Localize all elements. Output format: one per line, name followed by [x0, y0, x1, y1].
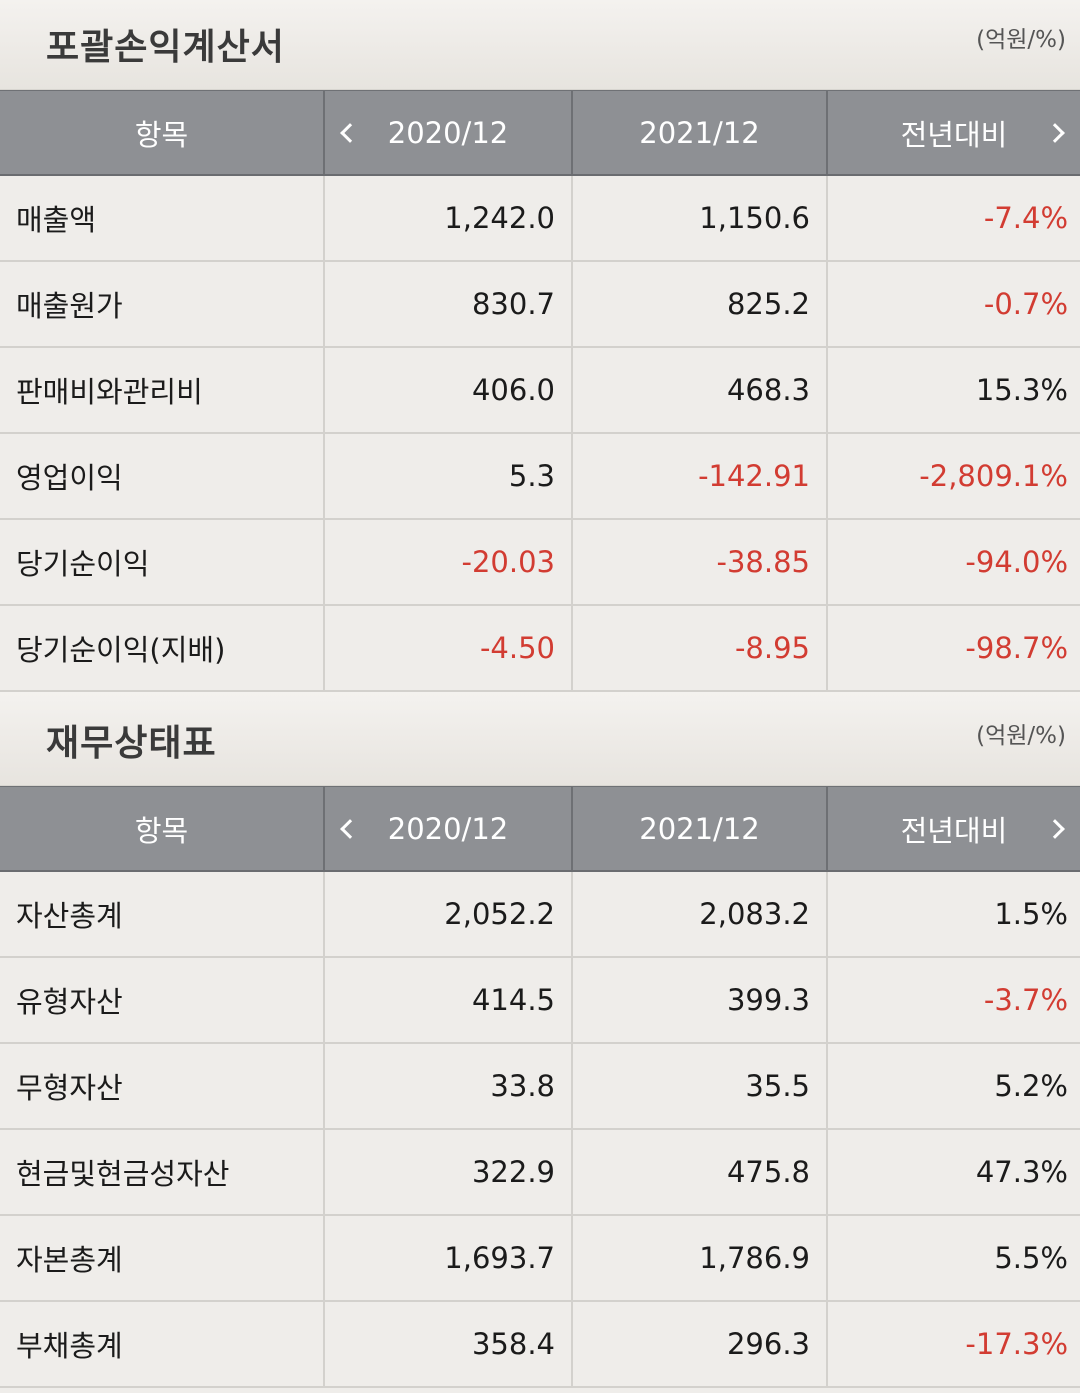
value-yoy: -2,809.1% [919, 459, 1068, 493]
value-2020: -20.03 [325, 520, 573, 604]
header-yoy-label: 전년대비 [900, 813, 1008, 848]
table-row[interactable]: 자본총계 1,693.7 1,786.9 5.5% [0, 1216, 1080, 1302]
table-row[interactable]: 매출원가 830.7 825.2 -0.7% [0, 262, 1080, 348]
table-row[interactable]: 매출액 1,242.0 1,150.6 -7.4% [0, 176, 1080, 262]
header-period-1: 2020/12 [325, 787, 573, 870]
header-period-2: 2021/12 [573, 787, 828, 870]
value-2021: 399.3 [573, 958, 828, 1042]
table-body: 매출액 1,242.0 1,150.6 -7.4% 매출원가 830.7 825.2 -0.7… [0, 176, 1080, 692]
header-yoy: 전년대비 [828, 787, 1080, 870]
row-label: 자산총계 [0, 872, 325, 956]
header-yoy: 전년대비 [828, 91, 1080, 174]
table-row[interactable]: 당기순이익 -20.03 -38.85 -94.0% [0, 520, 1080, 606]
unit-label: (억원/%) [976, 27, 1066, 53]
value-2020: 414.5 [325, 958, 573, 1042]
value-2020: 1,693.7 [325, 1216, 573, 1300]
value-2021: -8.95 [573, 606, 828, 690]
value-yoy: 5.2% [994, 1069, 1068, 1103]
value-2020: 406.0 [325, 348, 573, 432]
section-title: 재무상태표 [46, 723, 217, 764]
table-row[interactable]: 유형자산 414.5 399.3 -3.7% [0, 958, 1080, 1044]
value-2021: 296.3 [573, 1302, 828, 1386]
value-2020: 830.7 [325, 262, 573, 346]
chevron-right-icon[interactable] [1045, 122, 1065, 143]
section-header: 재무상태표 (억원/%) [0, 692, 1080, 786]
value-yoy: -94.0% [965, 545, 1068, 579]
table-row[interactable]: 자산총계 2,052.2 2,083.2 1.5% [0, 872, 1080, 958]
value-2021: 35.5 [573, 1044, 828, 1128]
row-label: 당기순이익 [0, 520, 325, 604]
income-statement-section: 포괄손익계산서 (억원/%) 항목 2020/12 2021/12 전년대비 매… [0, 0, 1080, 692]
row-label: 유형자산 [0, 958, 325, 1042]
row-label: 판매비와관리비 [0, 348, 325, 432]
row-label: 부채총계 [0, 1302, 325, 1386]
value-2021: -38.85 [573, 520, 828, 604]
chevron-left-icon[interactable] [340, 818, 360, 839]
row-label: 무형자산 [0, 1044, 325, 1128]
value-yoy: -17.3% [965, 1327, 1068, 1361]
value-yoy: -7.4% [983, 201, 1068, 235]
value-2021: 1,150.6 [573, 176, 828, 260]
row-label: 당기순이익(지배) [0, 606, 325, 690]
value-yoy: 5.5% [994, 1241, 1068, 1275]
header-item: 항목 [0, 787, 325, 870]
balance-sheet-section: 재무상태표 (억원/%) 항목 2020/12 2021/12 전년대비 자산총… [0, 692, 1080, 1388]
value-yoy: -3.7% [983, 983, 1068, 1017]
value-2021: -142.91 [573, 434, 828, 518]
unit-label: (억원/%) [976, 723, 1066, 749]
value-2021: 1,786.9 [573, 1216, 828, 1300]
value-yoy: -0.7% [983, 287, 1068, 321]
table-header: 항목 2020/12 2021/12 전년대비 [0, 786, 1080, 872]
value-yoy: 15.3% [975, 373, 1068, 407]
table-header: 항목 2020/12 2021/12 전년대비 [0, 90, 1080, 176]
table-row[interactable]: 영업이익 5.3 -142.91 -2,809.1% [0, 434, 1080, 520]
header-period-1-label: 2020/12 [387, 811, 509, 846]
value-2020: 1,242.0 [325, 176, 573, 260]
value-2020: 5.3 [325, 434, 573, 518]
value-2021: 475.8 [573, 1130, 828, 1214]
value-2020: -4.50 [325, 606, 573, 690]
section-title: 포괄손익계산서 [46, 27, 285, 68]
table-row[interactable]: 당기순이익(지배) -4.50 -8.95 -98.7% [0, 606, 1080, 692]
row-label: 영업이익 [0, 434, 325, 518]
chevron-left-icon[interactable] [340, 122, 360, 143]
table-body: 자산총계 2,052.2 2,083.2 1.5% 유형자산 414.5 399.3 -3.7… [0, 872, 1080, 1388]
value-yoy: 1.5% [994, 897, 1068, 931]
table-row[interactable]: 현금및현금성자산 322.9 475.8 47.3% [0, 1130, 1080, 1216]
value-2020: 2,052.2 [325, 872, 573, 956]
row-label: 매출원가 [0, 262, 325, 346]
row-label: 자본총계 [0, 1216, 325, 1300]
row-label: 현금및현금성자산 [0, 1130, 325, 1214]
value-2020: 358.4 [325, 1302, 573, 1386]
value-2020: 322.9 [325, 1130, 573, 1214]
value-2021: 468.3 [573, 348, 828, 432]
value-2020: 33.8 [325, 1044, 573, 1128]
chevron-right-icon[interactable] [1045, 818, 1065, 839]
header-item: 항목 [0, 91, 325, 174]
row-label: 매출액 [0, 176, 325, 260]
table-row[interactable]: 부채총계 358.4 296.3 -17.3% [0, 1302, 1080, 1388]
table-row[interactable]: 판매비와관리비 406.0 468.3 15.3% [0, 348, 1080, 434]
header-period-1: 2020/12 [325, 91, 573, 174]
header-period-2: 2021/12 [573, 91, 828, 174]
value-yoy: -98.7% [965, 631, 1068, 665]
value-yoy: 47.3% [975, 1155, 1068, 1189]
header-period-1-label: 2020/12 [387, 115, 509, 150]
value-2021: 2,083.2 [573, 872, 828, 956]
header-yoy-label: 전년대비 [900, 117, 1008, 152]
table-row[interactable]: 무형자산 33.8 35.5 5.2% [0, 1044, 1080, 1130]
section-header: 포괄손익계산서 (억원/%) [0, 0, 1080, 90]
value-2021: 825.2 [573, 262, 828, 346]
